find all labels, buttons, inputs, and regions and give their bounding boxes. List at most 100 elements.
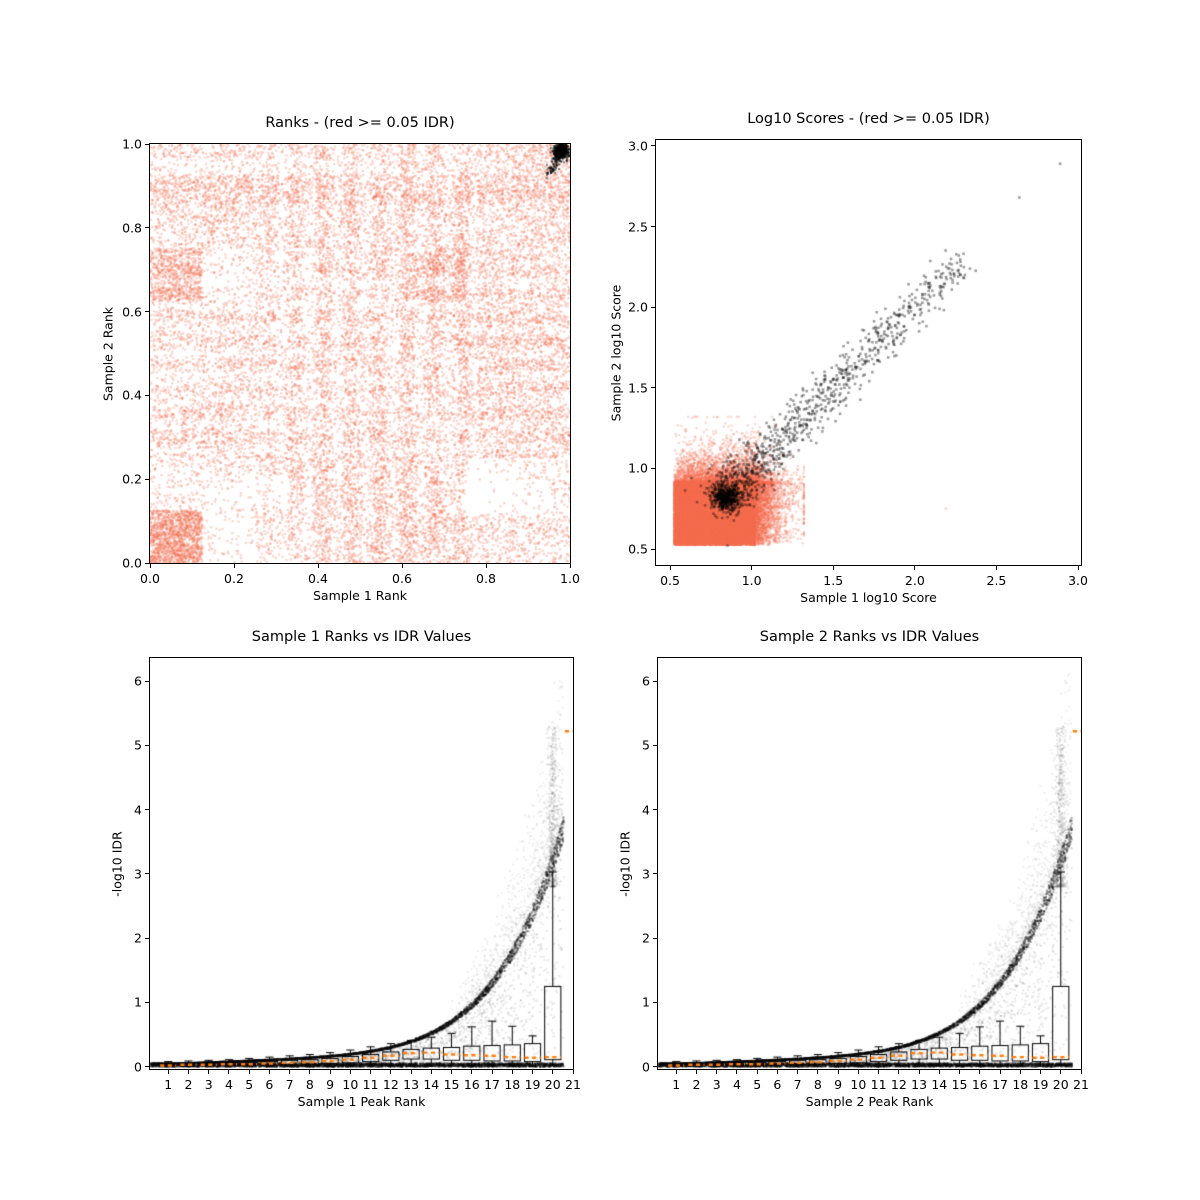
x-tick-mark <box>268 1070 270 1074</box>
plot-title: Sample 1 Ranks vs IDR Values <box>251 629 472 645</box>
x-tick-label: 3.0 <box>1068 573 1088 588</box>
axes-area <box>149 657 574 1070</box>
x-tick-mark <box>837 1070 839 1074</box>
y-tick-label: 5 <box>642 737 650 753</box>
x-tick-label: 2 <box>184 1077 193 1092</box>
x-tick-label: 9 <box>834 1077 843 1092</box>
ranks-scatter-canvas <box>150 144 570 563</box>
y-tick-label: 2.5 <box>628 219 648 235</box>
y-tick-mark <box>653 873 657 875</box>
x-tick-mark <box>317 564 319 568</box>
x-tick-label: 16 <box>971 1077 988 1092</box>
x-tick-mark <box>149 564 151 568</box>
x-tick-mark <box>329 1070 331 1074</box>
y-tick-label: 0.6 <box>122 304 142 320</box>
x-tick-mark <box>832 566 834 570</box>
x-tick-mark <box>675 1070 677 1074</box>
x-tick-mark <box>401 564 403 568</box>
y-tick-mark <box>653 809 657 811</box>
x-tick-mark <box>485 564 487 568</box>
x-tick-label: 17 <box>992 1077 1008 1092</box>
x-tick-label: 0.6 <box>392 571 412 586</box>
x-tick-mark <box>898 1070 900 1074</box>
y-tick-label: 0.4 <box>122 387 142 403</box>
y-tick-label: 4 <box>642 802 650 818</box>
y-tick-label: 1.0 <box>122 136 142 152</box>
x-tick-mark <box>938 1070 940 1074</box>
sample1-rank-idr-canvas <box>150 658 573 1069</box>
x-tick-label: 14 <box>931 1077 948 1092</box>
y-tick-mark <box>145 680 149 682</box>
x-tick-label: 13 <box>911 1077 928 1092</box>
x-axis-label: Sample 1 Peak Rank <box>297 1094 426 1109</box>
x-tick-label: 4 <box>224 1077 233 1092</box>
x-tick-mark <box>309 1070 311 1074</box>
x-tick-mark <box>995 566 997 570</box>
x-tick-mark <box>918 1070 920 1074</box>
x-tick-label: 17 <box>484 1077 500 1092</box>
x-tick-mark <box>817 1070 819 1074</box>
x-axis-label: Sample 1 Rank <box>312 588 407 603</box>
x-tick-label: 9 <box>326 1077 335 1092</box>
y-tick-label: 1 <box>642 994 650 1010</box>
x-tick-mark <box>1077 566 1079 570</box>
x-tick-label: 1.0 <box>560 571 580 586</box>
x-tick-mark <box>572 1070 574 1074</box>
x-tick-label: 1 <box>164 1077 173 1092</box>
y-axis-label: -log10 IDR <box>109 830 125 897</box>
x-tick-label: 15 <box>443 1077 460 1092</box>
x-tick-mark <box>430 1070 432 1074</box>
y-tick-mark <box>651 467 655 469</box>
y-tick-label: 0.2 <box>122 471 142 487</box>
x-tick-label: 0.8 <box>476 571 496 586</box>
x-tick-label: 6 <box>773 1077 782 1092</box>
y-tick-mark <box>145 873 149 875</box>
x-tick-mark <box>756 1070 758 1074</box>
x-tick-mark <box>569 564 571 568</box>
x-tick-mark <box>751 566 753 570</box>
y-tick-label: 2 <box>134 930 142 946</box>
y-tick-mark <box>653 744 657 746</box>
y-tick-label: 0.0 <box>122 555 142 571</box>
y-tick-mark <box>145 937 149 939</box>
y-tick-mark <box>145 744 149 746</box>
x-tick-mark <box>511 1070 513 1074</box>
x-tick-label: 18 <box>504 1077 521 1092</box>
y-tick-mark <box>145 1066 149 1068</box>
x-tick-label: 3 <box>204 1077 213 1092</box>
x-tick-mark <box>959 1070 961 1074</box>
y-tick-mark <box>653 680 657 682</box>
x-tick-label: 5 <box>753 1077 762 1092</box>
y-tick-label: 0 <box>134 1059 142 1075</box>
x-tick-mark <box>532 1070 534 1074</box>
log10-scores-scatter-canvas <box>656 140 1081 565</box>
x-tick-mark <box>669 566 671 570</box>
y-tick-label: 0.5 <box>628 541 648 557</box>
x-tick-label: 7 <box>285 1077 294 1092</box>
y-tick-mark <box>653 937 657 939</box>
x-tick-label: 7 <box>793 1077 802 1092</box>
axes-area <box>149 143 571 564</box>
y-tick-mark <box>651 548 655 550</box>
x-tick-label: 14 <box>423 1077 440 1092</box>
y-tick-mark <box>651 387 655 389</box>
y-tick-label: 5 <box>134 737 142 753</box>
y-tick-mark <box>651 306 655 308</box>
x-tick-mark <box>167 1070 169 1074</box>
y-tick-label: 2 <box>642 930 650 946</box>
x-tick-mark <box>999 1070 1001 1074</box>
x-tick-mark <box>1019 1070 1021 1074</box>
y-axis-label: Sample 2 Rank <box>100 306 116 401</box>
x-tick-mark <box>1080 1070 1082 1074</box>
x-tick-label: 18 <box>1012 1077 1029 1092</box>
y-tick-mark <box>145 562 149 564</box>
x-tick-label: 13 <box>403 1077 420 1092</box>
x-tick-label: 11 <box>870 1077 887 1092</box>
x-tick-label: 21 <box>565 1077 581 1092</box>
x-tick-mark <box>1060 1070 1062 1074</box>
x-tick-mark <box>878 1070 880 1074</box>
y-tick-label: 3 <box>642 866 650 882</box>
